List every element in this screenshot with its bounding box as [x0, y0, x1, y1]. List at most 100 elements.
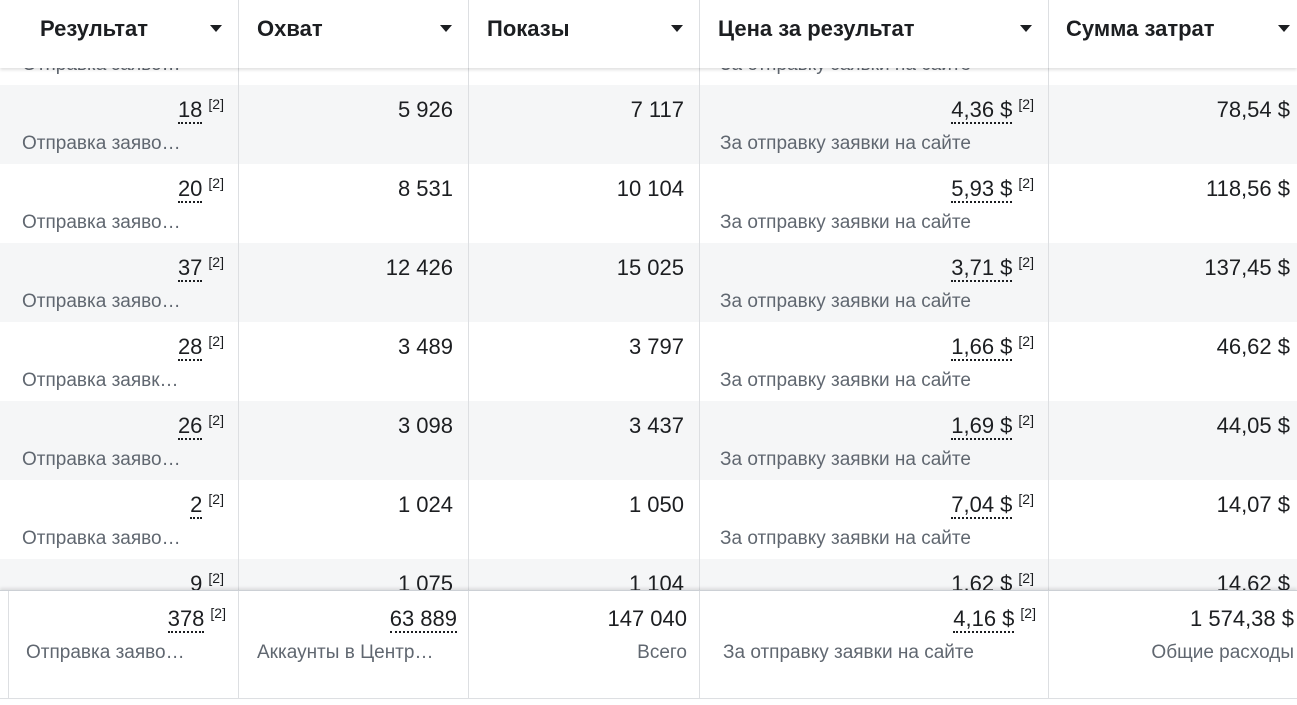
table-row: 20 [2] Отправка заяво… 8 531 10 104 5,93 $ [2]… — [0, 164, 1297, 243]
footnote: [2] — [1018, 95, 1034, 112]
result: 37 — [177, 255, 203, 282]
total-spend-cell: 1 574,38 $ — [1190, 606, 1294, 632]
spend: 118,56 $ — [1205, 176, 1290, 201]
column-border — [1048, 0, 1049, 68]
impressions-cell: 15 025 — [617, 255, 684, 281]
footnote: [2] — [1018, 174, 1034, 191]
cost-per-result: 7,04 $ — [951, 492, 1013, 519]
result-label: Отправка заяво… — [22, 449, 181, 470]
result-cell: 18 [2] — [177, 95, 224, 124]
cost-per-result-cell: 5,93 $ [2] — [951, 174, 1034, 203]
column-header: Показы — [487, 16, 570, 41]
sort-dropdown[interactable] — [440, 25, 452, 32]
reach-cell: 8 531 — [398, 176, 453, 202]
spend-cell: 118,56 $ — [1206, 176, 1290, 202]
result: 26 — [177, 413, 203, 440]
reach: 1 075 — [397, 571, 453, 590]
cost-per-result: 3,71 $ — [951, 255, 1013, 282]
footnote: [2] — [1018, 411, 1034, 428]
reach: 8 531 — [397, 176, 453, 201]
impressions-cell: 1 050 — [629, 492, 684, 518]
cost-label: За отправку заявки на сайте — [720, 370, 971, 391]
footnote: [2] — [208, 174, 224, 191]
total-reach: 63 889 — [389, 606, 457, 633]
cost-per-result: 1,69 $ — [951, 413, 1013, 440]
footnote: [2] — [1018, 332, 1034, 349]
column-border — [1048, 591, 1049, 698]
impressions: 10 104 — [616, 176, 684, 201]
spend: 46,62 $ — [1216, 334, 1290, 359]
spend-cell: 46,62 $ — [1217, 334, 1290, 360]
reach-cell: 3 489 — [398, 334, 453, 360]
impressions: 1 104 — [628, 571, 684, 590]
spend: 78,54 $ — [1216, 97, 1290, 122]
cost-per-result-cell: 7,04 $ [2] — [951, 490, 1034, 519]
footnote: [2] — [1018, 490, 1034, 507]
result-cell: 2 [2] — [190, 490, 224, 519]
total-spend-label: Общие расходы — [1151, 642, 1294, 663]
total-cost: 4,16 $ — [953, 606, 1015, 633]
total-result-label: Отправка заяво… — [26, 642, 185, 663]
result-label: Отправка заяво… — [22, 212, 181, 233]
cost-label: За отправку заявки на сайте — [720, 212, 971, 233]
sort-dropdown[interactable] — [671, 25, 683, 32]
total-reach-cell: 63 889 — [389, 606, 457, 633]
cost-per-result: 1,66 $ — [951, 334, 1013, 361]
impressions: 15 025 — [616, 255, 684, 280]
footnote: [2] — [208, 95, 224, 112]
column-header: Результат — [40, 16, 149, 41]
total-cost-label: За отправку заявки на сайте — [723, 642, 974, 663]
spend: 14,62 $ — [1216, 571, 1290, 590]
table-body: Отправка заяво… За отправку заявки на сай… — [0, 0, 1297, 590]
column-header: Сумма затрат — [1066, 16, 1215, 41]
table-row: 26 [2] Отправка заяво… 3 098 3 437 1,69 $ [2] З… — [0, 401, 1297, 480]
result-cell: 28 [2] — [177, 334, 224, 361]
footnote: [2] — [208, 490, 224, 507]
result-label: Отправка заяво… — [22, 133, 181, 154]
sort-dropdown[interactable] — [1020, 25, 1032, 32]
cost-per-result-cell: 1,62 $ [2] — [951, 571, 1034, 590]
spend-cell: 14,62 $ — [1217, 571, 1290, 590]
result: 20 — [177, 176, 203, 203]
impressions-cell: 3 797 — [629, 334, 684, 360]
sort-dropdown[interactable] — [210, 25, 222, 32]
footnote: [2] — [208, 411, 224, 428]
impressions-cell: 1 104 — [629, 571, 684, 590]
footnote: [2] — [1018, 253, 1034, 270]
total-cost-cell: 4,16 $ [2] — [953, 604, 1036, 633]
cost-label: За отправку заявки на сайте — [720, 291, 971, 312]
column-border — [699, 591, 700, 698]
impressions-cell: 7 117 — [631, 97, 684, 123]
table-row: 28 [2] Отправка заявк… 3 489 3 797 1,66 $ [2] З… — [0, 322, 1297, 401]
table-row: 37 [2] Отправка заяво… 12 426 15 025 3,71 $ [2… — [0, 243, 1297, 322]
table-row: 2 [2] Отправка заяво… 1 024 1 050 7,04 $ [2] За… — [0, 480, 1297, 559]
impressions: 7 117 — [630, 97, 684, 122]
reach: 3 489 — [397, 334, 453, 359]
impressions-cell: 3 437 — [629, 413, 684, 439]
result-cell: 26 [2] — [177, 411, 224, 440]
column-header: Цена за результат — [718, 16, 915, 41]
impressions: 3 797 — [628, 334, 684, 359]
result-label: Отправка заяво… — [22, 528, 181, 549]
reach-cell: 5 926 — [398, 97, 453, 123]
spend-cell: 44,05 $ — [1217, 413, 1290, 439]
footnote: [2] — [1018, 569, 1034, 586]
spend: 137,45 $ — [1204, 255, 1290, 280]
sort-dropdown[interactable] — [1278, 25, 1290, 32]
reach-cell: 1 075 — [398, 571, 453, 590]
result-cell: 37 [2] — [177, 253, 224, 282]
column-border — [468, 0, 469, 590]
table-header: Результат Охват Показы Цена за результат Сум… — [0, 0, 1297, 68]
cost-per-result-cell: 3,71 $ [2] — [951, 253, 1034, 282]
cost-per-result-cell: 1,69 $ [2] — [951, 411, 1034, 440]
result-label: Отправка заявк… — [22, 370, 179, 391]
total-impressions-label: Всего — [637, 642, 687, 663]
total-impressions: 147 040 — [607, 606, 687, 631]
result: 2 — [190, 492, 203, 519]
footnote: [2] — [1020, 604, 1036, 621]
reach: 1 024 — [397, 492, 453, 517]
footnote: [2] — [208, 253, 224, 270]
reach-cell: 3 098 — [398, 413, 453, 439]
spend-cell: 137,45 $ — [1204, 255, 1290, 281]
cost-label: За отправку заявки на сайте — [720, 133, 971, 154]
